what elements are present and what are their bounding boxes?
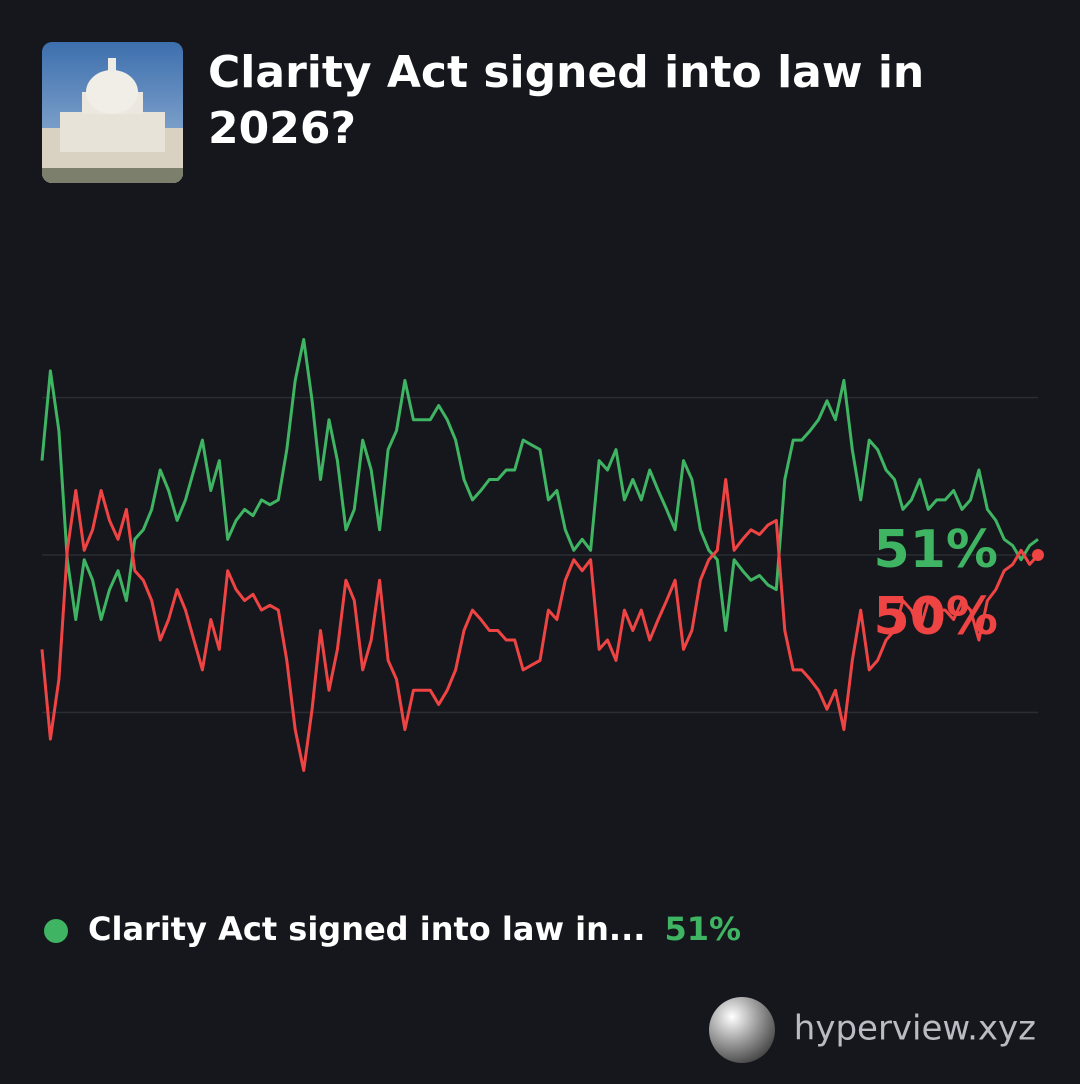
footer-logo [709, 997, 775, 1063]
plot-area: 51%50% [40, 338, 1044, 772]
title-line: 2026? [208, 103, 356, 154]
title-line: Clarity Act signed into law in [208, 47, 924, 98]
legend-entry: Clarity Act signed into law in... 51% [88, 910, 741, 948]
end-label: 50% [874, 587, 998, 647]
chart-title: Clarity Act signed into law in [208, 47, 924, 98]
legend-value: 51% [665, 910, 742, 948]
end-dot [1032, 549, 1044, 561]
footer-text: hyperview.xyz [794, 1009, 1036, 1049]
series-line [40, 478, 1040, 772]
end-label: 51% [874, 520, 998, 580]
legend-name: Clarity Act signed into law in... [88, 910, 645, 948]
legend-swatch [44, 919, 68, 943]
chart-title: 2026? [208, 103, 356, 154]
series-line [40, 338, 1039, 632]
market-image [42, 42, 183, 183]
